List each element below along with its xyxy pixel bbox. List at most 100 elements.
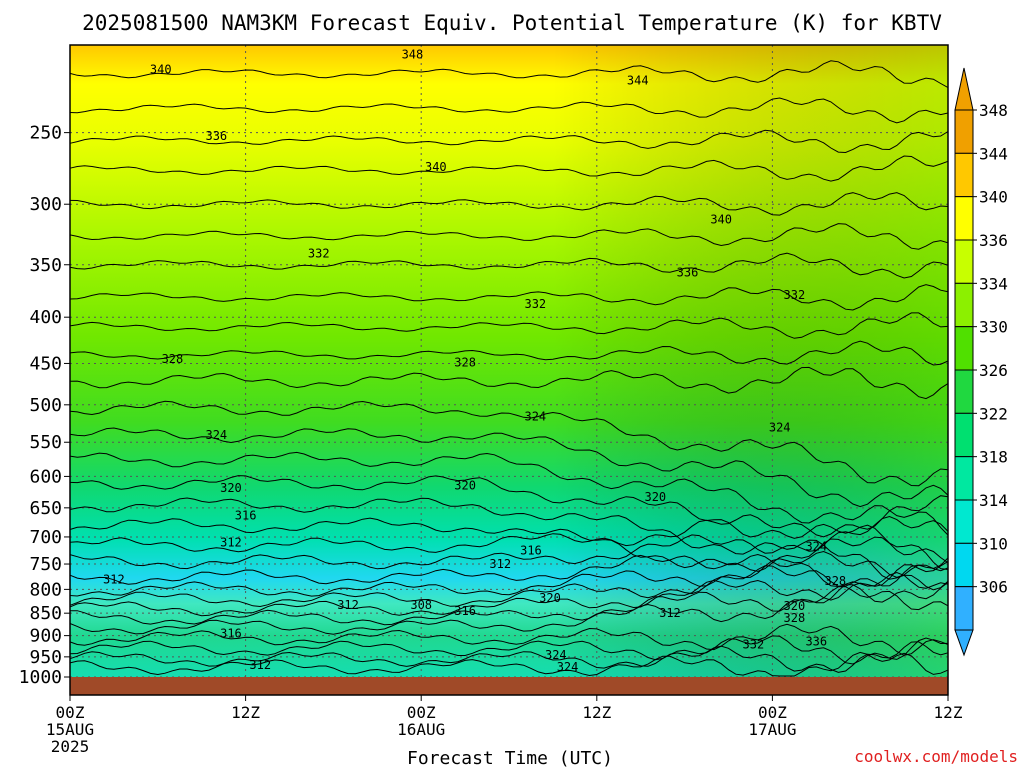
contour-label: 320 xyxy=(644,490,666,504)
x-tick-label: 16AUG xyxy=(397,720,445,739)
contour-label: 320 xyxy=(784,599,806,613)
contour-label: 332 xyxy=(743,637,765,651)
contour-label: 324 xyxy=(557,660,579,674)
contour-line xyxy=(69,641,949,673)
contour-label: 316 xyxy=(520,544,542,558)
contour-label: 328 xyxy=(454,356,476,370)
colorbar-label: 318 xyxy=(979,448,1008,467)
y-tick-label: 900 xyxy=(29,626,62,647)
colorbar-top-arrow xyxy=(954,67,974,111)
y-tick-label: 550 xyxy=(29,432,62,453)
colorbar-label: 348 xyxy=(979,101,1008,120)
x-tick-label: 17AUG xyxy=(748,720,796,739)
y-axis: 2503003504004505005506006507007508008509… xyxy=(19,123,70,688)
contour-label: 328 xyxy=(824,574,846,588)
contour-line xyxy=(69,223,949,250)
colorbar-label: 310 xyxy=(979,534,1008,553)
x-axis-label: Forecast Time (UTC) xyxy=(407,748,613,768)
y-tick-label: 300 xyxy=(29,194,62,215)
contour-label: 332 xyxy=(308,246,330,260)
x-tick-label: 12Z xyxy=(934,703,963,722)
contour-line xyxy=(70,571,949,626)
y-tick-label: 600 xyxy=(29,466,62,487)
contour-label: 308 xyxy=(410,598,432,612)
contour-line xyxy=(69,560,949,617)
colorbar-label: 344 xyxy=(979,144,1008,163)
y-tick-label: 850 xyxy=(29,603,62,624)
y-tick-label: 400 xyxy=(29,307,62,328)
credit-link[interactable]: coolwx.com/models xyxy=(854,747,1018,766)
colorbar-swatch xyxy=(954,499,974,544)
surface-ground xyxy=(70,677,948,695)
contour-line xyxy=(69,497,949,591)
y-tick-label: 250 xyxy=(29,123,62,144)
contour-line xyxy=(69,557,949,608)
colorbar-swatch xyxy=(954,152,974,198)
contour-label: 340 xyxy=(710,213,732,227)
contour-label: 312 xyxy=(249,658,271,672)
contour-line xyxy=(69,252,949,279)
contour-line xyxy=(69,340,949,366)
contour-label: 316 xyxy=(220,626,242,640)
contour-label: 312 xyxy=(489,557,511,571)
chart-title: 2025081500 NAM3KM Forecast Equiv. Potent… xyxy=(82,11,942,35)
contour-label: 316 xyxy=(454,604,476,618)
contour-line xyxy=(69,451,949,536)
contour-label: 324 xyxy=(805,539,827,553)
x-tick-label: 00Z xyxy=(407,703,436,722)
contour-line xyxy=(69,536,949,585)
contour-line xyxy=(69,97,949,124)
contour-line xyxy=(69,550,949,597)
contour-line xyxy=(69,312,949,339)
contour-line xyxy=(69,155,949,182)
colorbar-label: 306 xyxy=(979,578,1008,597)
colorbar-swatch xyxy=(954,586,974,631)
colorbar-label: 336 xyxy=(979,231,1008,250)
contour-label: 324 xyxy=(769,421,791,435)
contour-label: 324 xyxy=(545,648,567,662)
contour-line xyxy=(69,635,949,665)
contour-line xyxy=(69,366,949,400)
x-tick-label: 12Z xyxy=(582,703,611,722)
contour-line xyxy=(69,586,949,635)
colorbar-swatch xyxy=(954,326,974,371)
contour-label: 316 xyxy=(235,509,257,523)
y-tick-label: 800 xyxy=(29,579,62,600)
colorbar-swatch xyxy=(954,412,974,458)
colorbar-bottom-arrow xyxy=(954,629,974,657)
colorbar: 348 344 340 336 334 330 326 322 318 314 310 306 xyxy=(954,67,1008,657)
contour-label: 336 xyxy=(805,634,827,648)
y-tick-label: 500 xyxy=(29,395,62,416)
colorbar-label: 334 xyxy=(979,274,1008,293)
colorbar-swatch xyxy=(954,282,974,328)
plot-frame xyxy=(69,44,949,696)
contour-line xyxy=(69,515,949,570)
contour-label: 332 xyxy=(784,288,806,302)
contour-line xyxy=(69,475,949,570)
contour-line xyxy=(69,400,949,487)
x-tick-label: 00Z xyxy=(56,703,85,722)
contour-line xyxy=(69,651,949,677)
contour-line xyxy=(69,427,949,508)
plot-field-shade xyxy=(70,45,948,695)
y-tick-label: 450 xyxy=(29,353,62,374)
y-tick-label: 950 xyxy=(29,647,62,668)
y-tick-label: 1000 xyxy=(19,667,62,688)
contour-line xyxy=(69,517,949,603)
contour-label: 332 xyxy=(524,297,546,311)
contour-line xyxy=(69,192,949,216)
colorbar-swatch xyxy=(954,109,974,154)
contour-label: 312 xyxy=(337,598,359,612)
colorbar-label: 326 xyxy=(979,361,1008,380)
contour-label: 328 xyxy=(162,352,184,366)
contour-label: 324 xyxy=(524,409,546,423)
contour-label: 320 xyxy=(220,481,242,495)
contour-line xyxy=(69,623,949,656)
contour-label: 328 xyxy=(784,611,806,625)
contour-label: 336 xyxy=(205,129,227,143)
y-tick-label: 750 xyxy=(29,554,62,575)
contour-label: 312 xyxy=(659,606,681,620)
